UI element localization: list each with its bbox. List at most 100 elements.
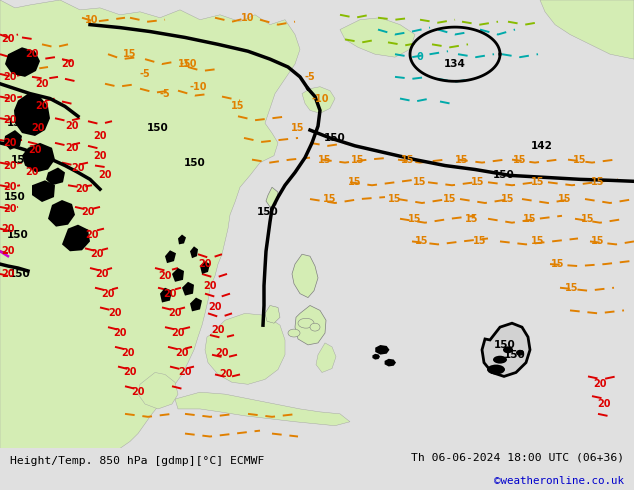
Text: 20: 20 [163,289,177,298]
Text: 20: 20 [121,348,135,358]
Text: 150: 150 [7,229,29,240]
Text: 20: 20 [31,123,45,133]
Text: 20: 20 [211,325,224,335]
Text: 20: 20 [1,223,15,234]
Text: 20: 20 [93,151,107,161]
Text: 15: 15 [323,194,337,204]
Text: 20: 20 [29,145,42,155]
Ellipse shape [298,318,314,328]
Text: 20: 20 [25,49,39,59]
Text: 20: 20 [3,115,16,125]
Text: 150: 150 [9,269,31,279]
Text: 15: 15 [592,236,605,246]
Text: 20: 20 [71,163,85,172]
Text: 15: 15 [415,236,429,246]
Polygon shape [32,180,55,202]
Text: 15: 15 [581,214,595,224]
Text: 15: 15 [178,59,191,69]
Polygon shape [165,250,176,263]
Text: 20: 20 [90,249,104,259]
Text: 150: 150 [147,123,169,133]
Text: 10: 10 [85,15,99,24]
Text: 20: 20 [36,101,49,111]
Polygon shape [172,268,184,282]
Ellipse shape [503,346,513,353]
Text: 20: 20 [75,184,89,194]
Text: -10: -10 [190,82,207,92]
Text: 150: 150 [257,207,279,217]
Polygon shape [48,200,75,227]
Text: 150: 150 [11,155,33,165]
Text: 20: 20 [3,204,16,214]
Polygon shape [200,261,210,274]
Text: 20: 20 [3,94,16,103]
Polygon shape [22,143,55,172]
Text: 15: 15 [318,155,332,165]
Text: 20: 20 [101,289,115,298]
Polygon shape [540,0,634,59]
Text: 20: 20 [208,302,222,313]
Polygon shape [178,235,186,245]
Text: 134: 134 [444,59,466,69]
Text: 20: 20 [65,143,79,153]
Text: 15: 15 [123,49,137,59]
Polygon shape [295,305,326,345]
Text: 15: 15 [231,101,245,111]
Text: 15: 15 [348,177,362,187]
Ellipse shape [487,365,505,374]
Polygon shape [138,372,178,409]
Text: 20: 20 [25,168,39,177]
Text: 0: 0 [417,52,424,62]
Text: 20: 20 [85,229,99,240]
Polygon shape [482,323,530,376]
Text: 15: 15 [573,155,586,165]
Text: 20: 20 [168,308,182,318]
Text: 142: 142 [531,141,553,151]
Text: 15: 15 [413,177,427,187]
Text: 20: 20 [597,399,611,409]
Polygon shape [46,168,65,185]
Text: 20: 20 [3,182,16,192]
Ellipse shape [516,350,524,356]
Text: 15: 15 [471,177,485,187]
Text: 15: 15 [473,236,487,246]
Text: 150: 150 [504,350,526,360]
Polygon shape [265,305,280,323]
Polygon shape [182,282,194,295]
Text: 20: 20 [1,34,15,45]
Text: 20: 20 [1,246,15,256]
Text: 15: 15 [408,214,422,224]
Text: -5: -5 [304,72,315,82]
Text: 150: 150 [7,118,29,128]
Polygon shape [190,297,202,311]
Text: 20: 20 [93,131,107,141]
Text: 150: 150 [494,340,516,350]
Text: 15: 15 [455,155,469,165]
Polygon shape [4,130,22,150]
Polygon shape [62,225,90,251]
Polygon shape [340,18,415,57]
Text: 20: 20 [98,171,112,180]
Text: 15: 15 [501,194,515,204]
Polygon shape [190,246,198,258]
Text: 15: 15 [531,177,545,187]
Polygon shape [205,313,285,384]
Polygon shape [292,254,318,297]
Text: 15: 15 [551,259,565,269]
Text: 20: 20 [81,207,94,217]
Text: 20: 20 [3,72,16,82]
Text: 20: 20 [178,368,191,377]
Polygon shape [316,343,336,372]
Text: 20: 20 [36,79,49,89]
Text: 20: 20 [65,121,79,131]
Text: 15: 15 [388,194,402,204]
Text: 15: 15 [559,194,572,204]
Text: 15: 15 [351,155,365,165]
Text: -5: -5 [139,69,150,79]
Polygon shape [160,288,172,302]
Text: 15: 15 [401,155,415,165]
Text: 15: 15 [592,177,605,187]
Text: 20: 20 [1,269,15,279]
Text: 15: 15 [443,194,456,204]
Text: 20: 20 [204,281,217,291]
